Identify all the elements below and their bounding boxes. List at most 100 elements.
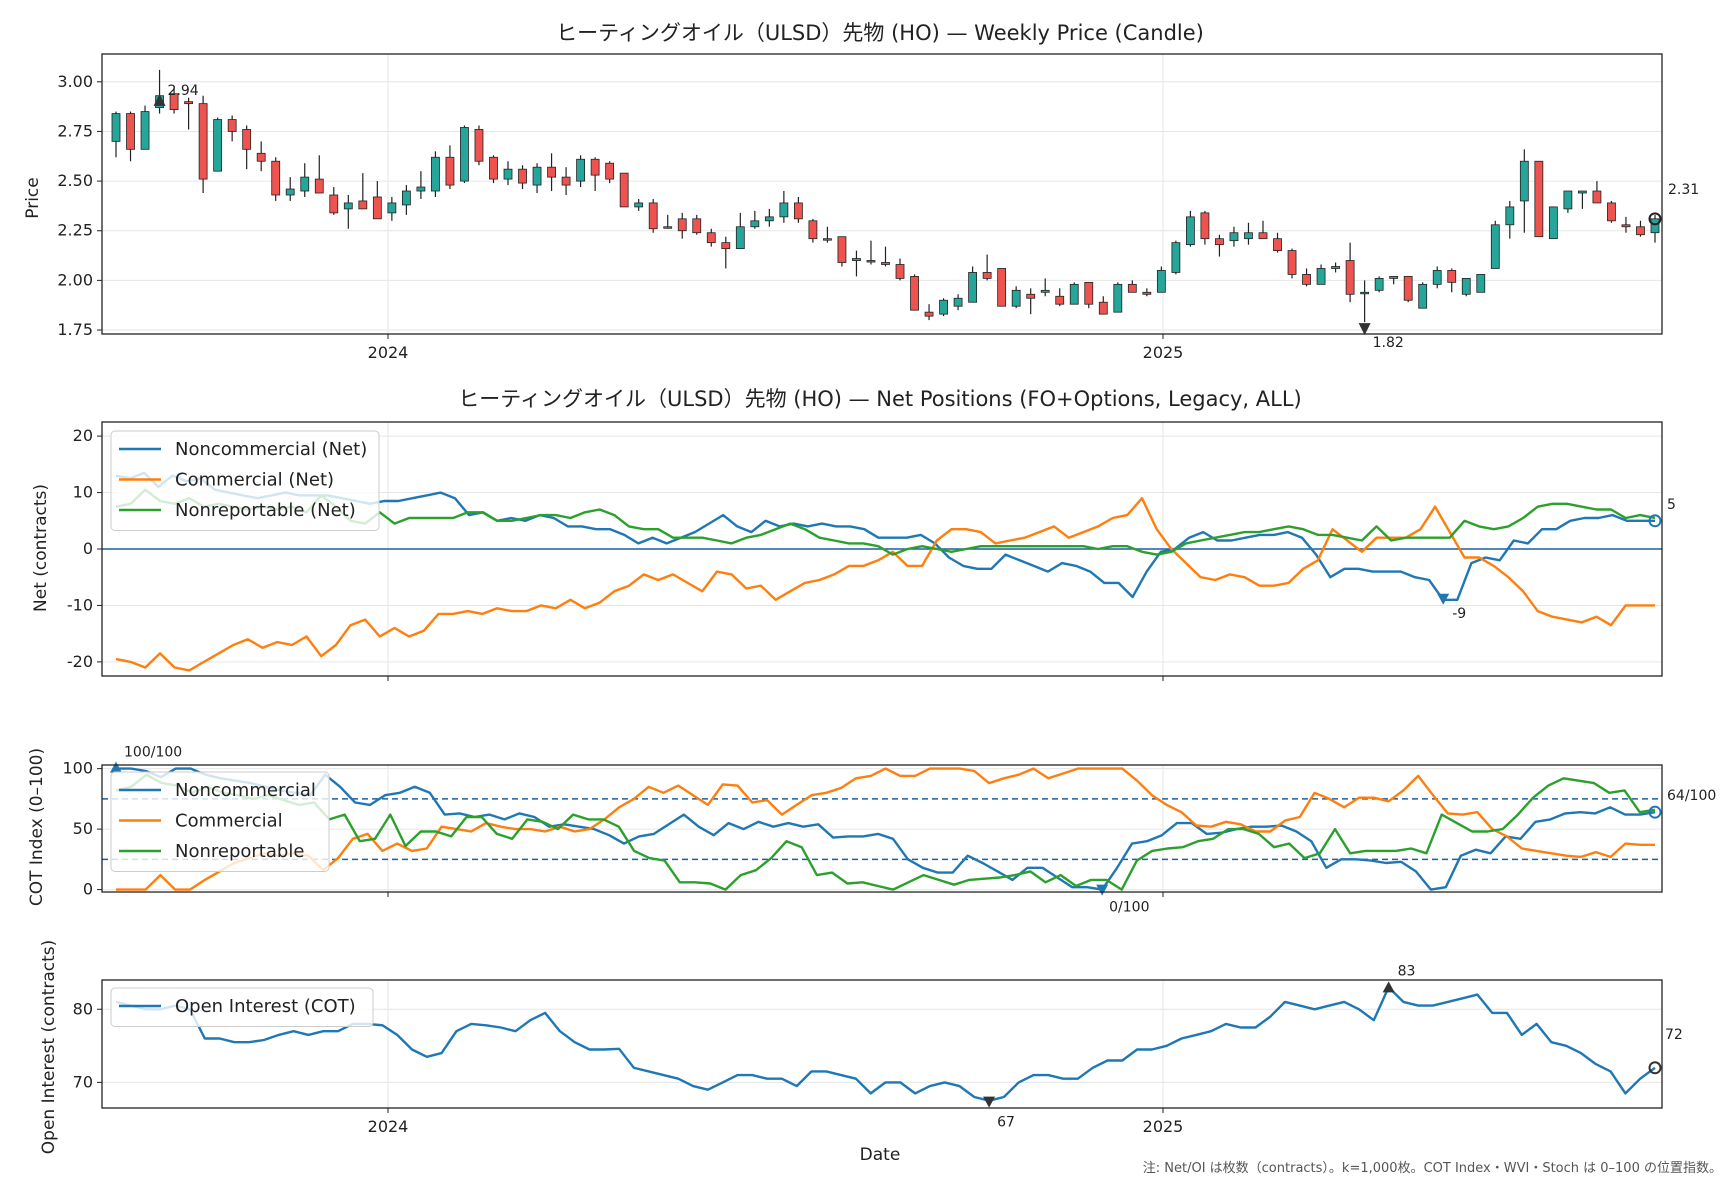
min-marker (1437, 593, 1450, 605)
candle-body (1650, 218, 1660, 234)
candle-body (198, 103, 208, 180)
candle-body (808, 220, 818, 240)
candle-body (314, 178, 324, 194)
candle-body (372, 196, 382, 220)
candle-body (242, 129, 252, 150)
candle-body (547, 166, 556, 178)
candle-body (1127, 283, 1137, 293)
candle-body (1636, 226, 1645, 236)
candle-body (1345, 260, 1355, 295)
max-marker (153, 93, 166, 106)
panel-frame (101, 764, 1663, 893)
last-marker (1648, 212, 1662, 226)
candle-body (1098, 301, 1108, 315)
candle-body (1258, 232, 1268, 240)
last-marker (1648, 1061, 1662, 1075)
y-tick-label: 2.00 (57, 270, 93, 289)
max-label: 100/100 (124, 745, 182, 761)
min-label: 0/100 (1109, 900, 1149, 916)
candle-body (924, 311, 934, 317)
candle-body (750, 220, 760, 228)
min-label: 67 (997, 1115, 1015, 1131)
candle-body (184, 101, 193, 105)
max-marker (1382, 981, 1395, 993)
candle-body (1403, 276, 1413, 301)
series-line-noncommercial (116, 767, 1656, 891)
min-marker (1096, 884, 1109, 896)
y-tick-label: 3.00 (57, 72, 93, 91)
candle-body (866, 260, 876, 263)
y-tick-label: -10 (67, 595, 93, 614)
candle-body (503, 168, 513, 180)
panel-frame (101, 53, 1663, 335)
legend-label: Commercial (175, 811, 283, 832)
candle-body (939, 299, 948, 315)
y-tick-label: 1.75 (57, 320, 93, 339)
candle-body (1621, 224, 1631, 228)
candle-body (1389, 276, 1399, 279)
candle-body (140, 111, 150, 150)
legend-label: Noncommercial (175, 780, 316, 801)
candle-body (271, 160, 281, 196)
candle-body (489, 156, 498, 180)
price-ylabel: Price (23, 177, 43, 218)
candle-body (431, 156, 440, 192)
candle-body (1374, 277, 1384, 291)
candle-body (721, 242, 731, 250)
y-tick-label: 50 (73, 819, 93, 838)
candle-body (590, 158, 600, 176)
oi-ylabel: Open Interest (contracts) (39, 940, 59, 1154)
candle-body (416, 186, 426, 192)
max-label: 83 (1398, 963, 1416, 979)
candle-body (358, 200, 368, 210)
min-marker (983, 1096, 996, 1108)
net-panel-title: ヒーティングオイル（ULSD）先物 (HO) — Net Positions (… (458, 387, 1301, 411)
candle-body (1302, 274, 1311, 285)
y-tick-label: 2.50 (57, 171, 93, 190)
candle-body (1142, 291, 1152, 295)
candle-body (1171, 242, 1181, 273)
candle-body (329, 194, 339, 214)
cot-ylabel: COT Index (0–100) (27, 748, 47, 906)
candle-body (953, 297, 963, 307)
candle-body (895, 264, 905, 279)
candle-body (823, 238, 832, 241)
candle-body (227, 119, 237, 132)
x-tick-label: 2025 (1143, 343, 1184, 362)
x-tick-label: 2024 (368, 1117, 409, 1136)
candle-body (1447, 270, 1457, 283)
candle-body (663, 226, 673, 229)
candle-body (518, 168, 527, 184)
candle-body (910, 276, 919, 311)
candle-body (1331, 266, 1340, 269)
candle-body (213, 119, 223, 172)
y-tick-label: 2.25 (57, 221, 93, 240)
candle-body (605, 162, 615, 180)
candle-body (881, 262, 890, 265)
y-tick-label: 70 (73, 1072, 93, 1091)
candle-body (169, 93, 179, 111)
candle-body (401, 190, 411, 206)
candle-body (1548, 206, 1558, 240)
x-tick-label: 2025 (1143, 1117, 1184, 1136)
price-panel-title: ヒーティングオイル（ULSD）先物 (HO) — Weekly Price (C… (556, 21, 1204, 45)
series-line-nonreportable (115, 773, 1656, 891)
candle-body (1026, 293, 1036, 299)
candle-body (634, 202, 644, 208)
candle-body (1490, 224, 1500, 269)
last-marker (1648, 805, 1662, 819)
last-marker (1648, 514, 1662, 528)
y-tick-label: 10 (73, 483, 93, 502)
candle-body (619, 172, 629, 208)
candle-body (1055, 295, 1065, 305)
candle-body (1432, 270, 1442, 285)
y-tick-label: 2.75 (57, 121, 93, 140)
net-ylabel: Net (contracts) (31, 484, 51, 612)
candle-body (982, 272, 992, 279)
candle-body (1476, 274, 1486, 293)
panel-frame (101, 421, 1663, 677)
y-tick-label: 0 (83, 539, 93, 558)
candle-body (1534, 160, 1544, 238)
candle-body (793, 202, 803, 220)
